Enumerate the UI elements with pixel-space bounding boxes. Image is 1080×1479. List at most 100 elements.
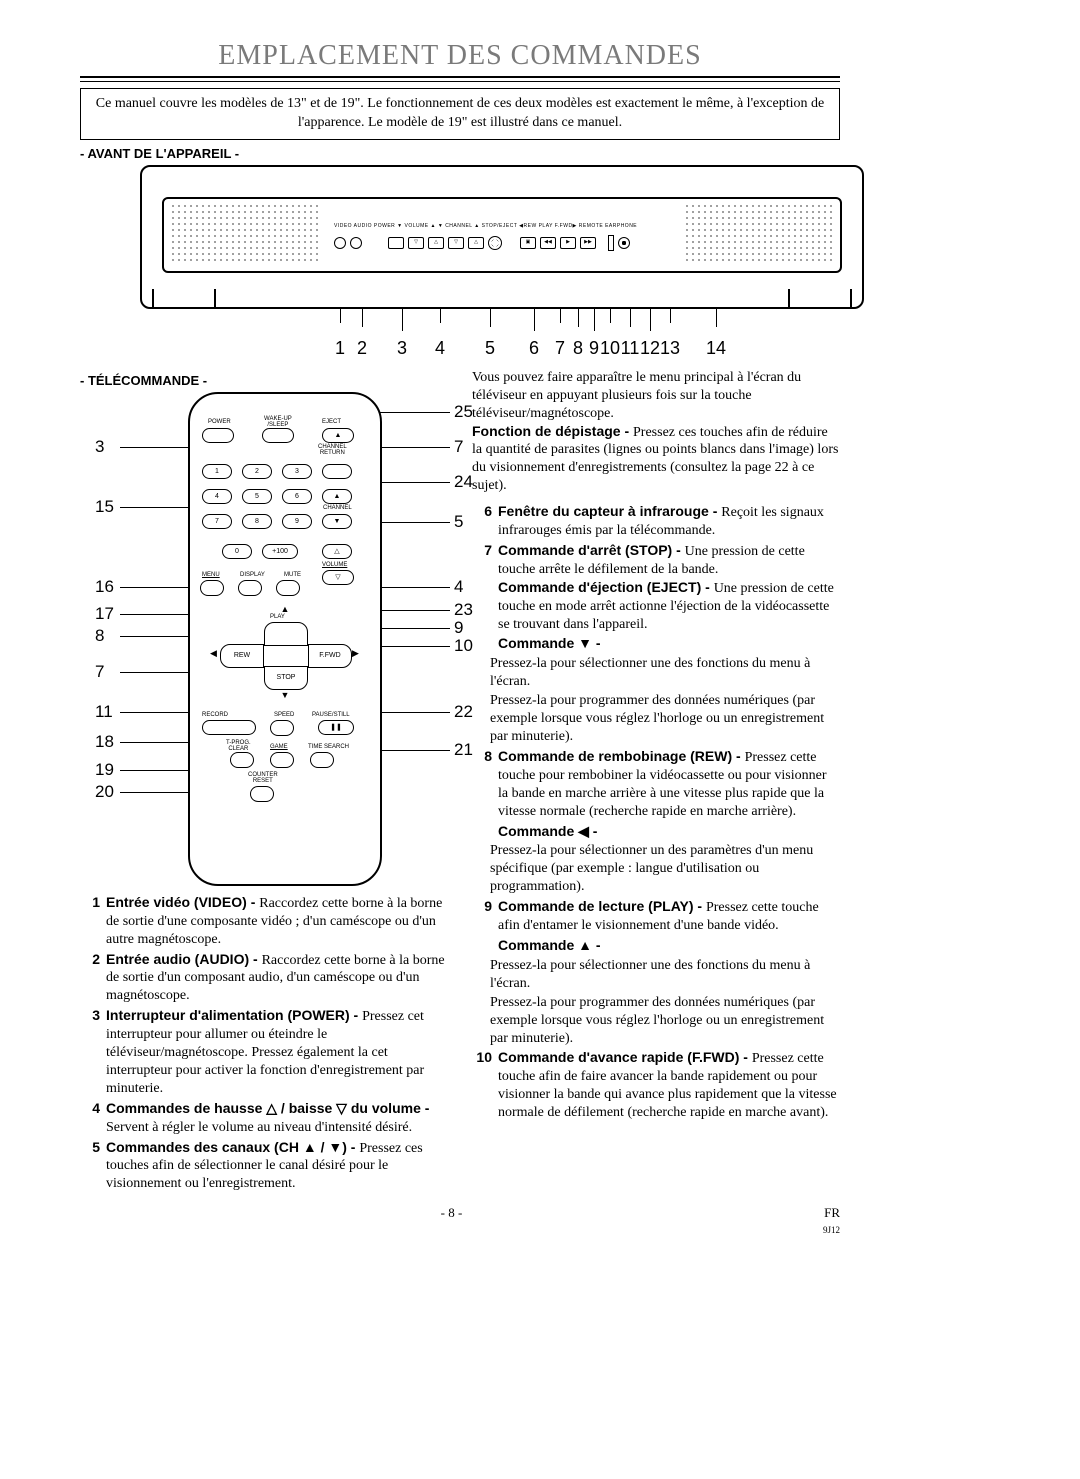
remote-callout-24: 24 [454,472,473,492]
key-3: 3 [282,464,312,479]
front-callout-3: 3 [397,338,407,359]
desc-item-3: 3Interrupteur d'alimentation (POWER) - P… [80,1007,448,1098]
earphone-jack [618,237,630,249]
front-callout-12: 12 [640,338,660,359]
desc-item-4: 4Commandes de hausse △ / baisse ▽ du vol… [80,1100,448,1137]
remote-callout-7: 7 [95,662,104,682]
desc-bullet: Pressez-la pour sélectionner une des fon… [490,957,840,993]
remote-callout-22: 22 [454,702,473,722]
remote-callout-17: 17 [95,604,114,624]
front-callout-2: 2 [357,338,367,359]
dpad-stop: STOP [264,666,308,690]
footer-lang: FR [824,1205,840,1220]
ch-dn: ▽ [448,237,464,249]
right-lead-text: Vous pouvez faire apparaître le menu pri… [472,369,840,423]
front-callout-7: 7 [555,338,565,359]
page-number: - 8 - [441,1205,463,1237]
key-9: 9 [282,514,312,529]
vol-up: △ [428,237,444,249]
panel-labels-row: VIDEO AUDIO POWER ▼ VOLUME ▲ ▼ CHANNEL ▲… [334,223,637,229]
desc-bullet: Pressez-la pour programmer des données n… [490,692,840,746]
front-heading: - AVANT DE L'APPAREIL - [80,146,840,161]
key-4: 4 [202,489,232,504]
remote-callout-8: 8 [95,626,104,646]
desc-item-8: 8Commande de rembobinage (REW) - Pressez… [472,748,840,841]
key-1: 1 [202,464,232,479]
remote-callout-4: 4 [454,577,463,597]
stop-eject: ▣ [520,237,536,249]
dpad-rew: REW [220,644,264,668]
remote-callout-20: 20 [95,782,114,802]
remote-callout-11: 11 [95,702,113,722]
desc-item-10: 10Commande d'avance rapide (F.FWD) - Pre… [472,1049,840,1122]
front-callout-11: 11 [621,338,640,359]
front-callout-4: 4 [435,338,445,359]
title-rule [80,76,840,82]
power-btn [388,237,404,249]
remote-chret [322,464,352,479]
left-desc-list: 1Entrée vidéo (VIDEO) - Raccordez cette … [80,894,448,1194]
dpad-play [264,622,308,646]
rew-btn: ◀◀ [540,237,556,249]
right-desc-list: 6Fenêtre du capteur à infrarouge - Reçoi… [472,503,840,1122]
front-callout-14: 14 [706,338,726,359]
desc-bullet: Pressez-la pour sélectionner un des para… [490,842,840,896]
remote-diagram-wrapper: POWER WAKE-UP /SLEEP EJECT ▲ CHANNEL RET… [150,392,420,886]
intro-box: Ce manuel couvre les modèles de 13" et d… [80,88,840,140]
ch-up: △ [468,237,484,249]
footer-code: 9J12 [823,1225,840,1235]
remote-vol-up: △ [322,544,352,559]
remote-eject: ▲ [322,428,354,443]
remote-game [270,752,294,768]
desc-item-9: 9Commande de lecture (PLAY) - Pressez ce… [472,898,840,955]
key-6: 6 [282,489,312,504]
remote-record [202,720,256,735]
key-5: 5 [242,489,272,504]
key-0: 0 [222,544,252,559]
remote-callout-23: 23 [454,600,473,620]
remote-ch-up: ▲ [322,489,352,504]
front-callout-10: 10 [600,338,620,359]
depistage-label: Fonction de dépistage - [472,423,633,439]
remote-callout-5: 5 [454,512,463,532]
front-callout-13: 13 [660,338,680,359]
video-jack [334,237,346,249]
desc-item-5: 5Commandes des canaux (CH ▲ / ▼) - Press… [80,1139,448,1194]
page-footer: - 8 - FR 9J12 [80,1205,840,1237]
desc-bullet: Pressez-la pour programmer des données n… [490,994,840,1048]
front-callout-5: 5 [485,338,495,359]
vol-dn: ▽ [408,237,424,249]
remote-wake [262,428,294,443]
remote-diagram: POWER WAKE-UP /SLEEP EJECT ▲ CHANNEL RET… [188,392,382,886]
desc-item-7: 7Commande d'arrêt (STOP) - Une pression … [472,542,840,653]
front-callouts: 1234567891011121314 [140,309,860,359]
remote-callout-7: 7 [454,437,463,457]
desc-item-2: 2Entrée audio (AUDIO) - Raccordez cette … [80,951,448,1006]
remote-counter [250,786,274,802]
dpad-ffwd: F.FWD [308,644,352,668]
key-2: 2 [242,464,272,479]
remote-pause: ❚❚ [318,720,354,735]
page-title: EMPLACEMENT DES COMMANDES [80,40,840,72]
remote-display [238,580,262,596]
audio-jack [350,237,362,249]
desc-item-1: 1Entrée vidéo (VIDEO) - Raccordez cette … [80,894,448,949]
remote-vol-dn: ▽ [322,570,354,585]
remote-callout-18: 18 [95,732,114,752]
remote-callout-25: 25 [454,402,473,422]
remote-ch-dn: ▼ [322,514,352,529]
remote-heading: - TÉLÉCOMMANDE - [80,373,448,388]
front-callout-6: 6 [529,338,539,359]
key-100: +100 [262,544,298,559]
desc-item-6: 6Fenêtre du capteur à infrarouge - Reçoi… [472,503,840,540]
remote-slot [608,235,614,251]
remote-tprog [230,752,254,768]
remote-callout-10: 10 [454,636,473,656]
remote-callout-19: 19 [95,760,114,780]
right-column: Vous pouvez faire apparaître le menu pri… [472,369,840,1196]
remote-power [202,428,234,443]
ffwd-btn: ▶▶ [580,237,596,249]
remote-menu [200,580,224,596]
play-btn: ▶ [560,237,576,249]
key-7: 7 [202,514,232,529]
